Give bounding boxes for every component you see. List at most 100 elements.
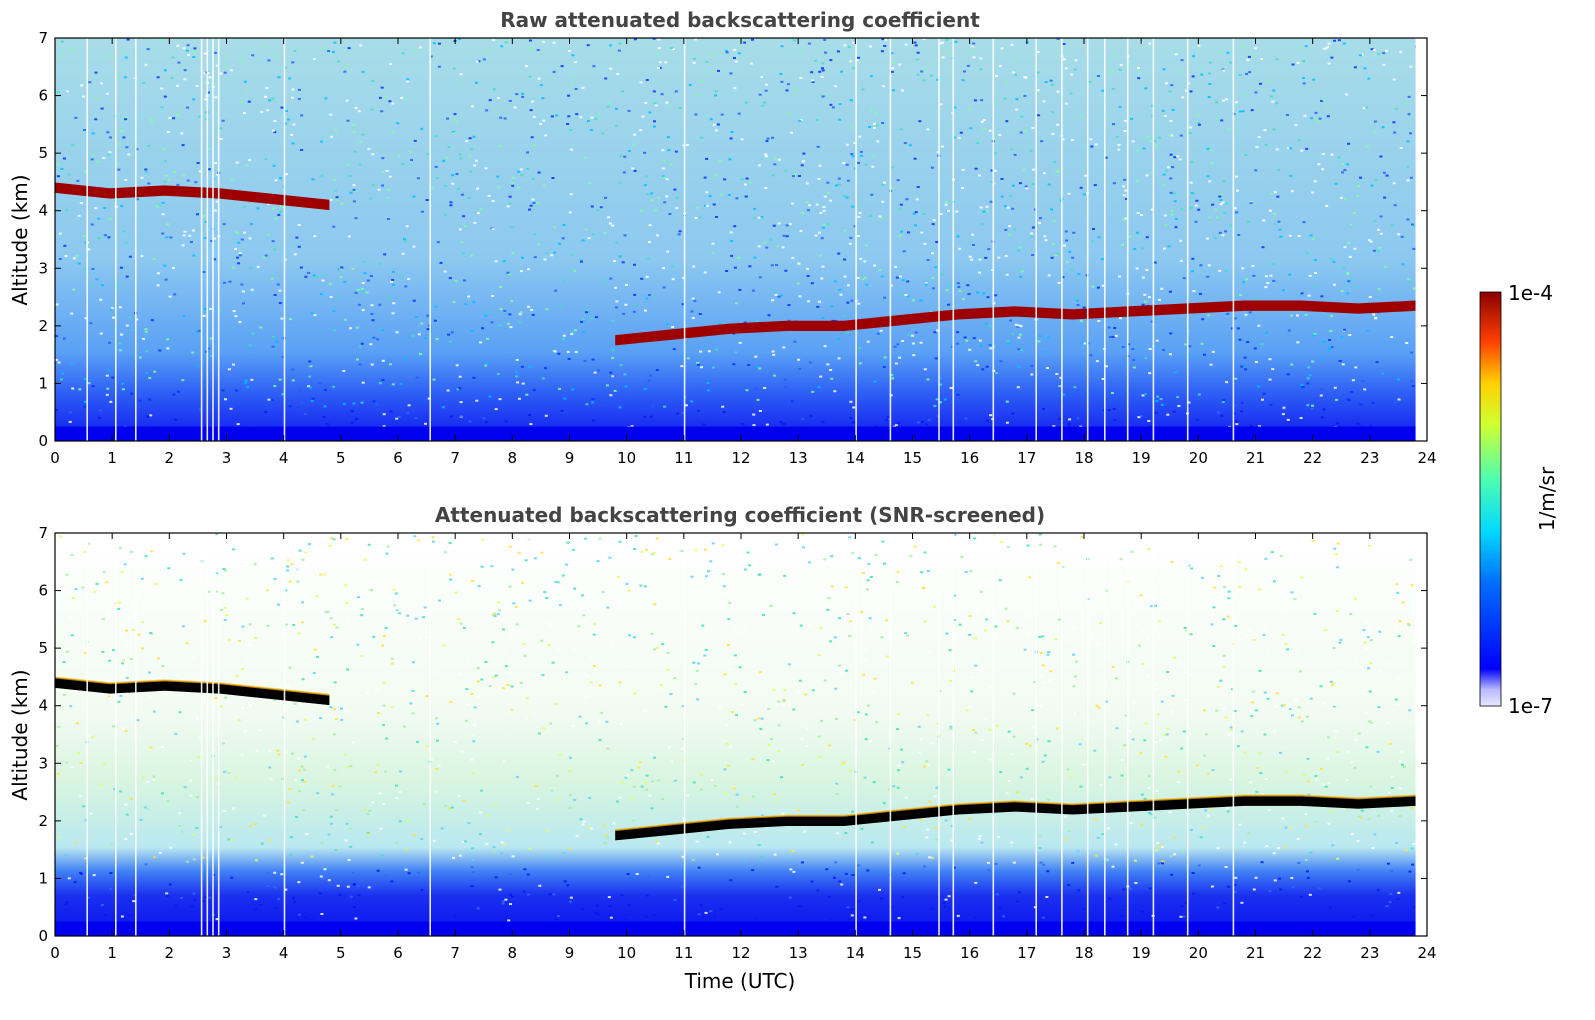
noise-speck xyxy=(328,282,332,285)
noise-speck xyxy=(398,820,402,823)
noise-speck xyxy=(1006,340,1010,343)
noise-speck xyxy=(643,585,647,588)
noise-speck xyxy=(986,296,990,299)
noise-speck xyxy=(459,157,463,160)
noise-speck xyxy=(1306,876,1310,879)
noise-speck xyxy=(172,117,176,120)
noise-speck xyxy=(697,662,701,665)
noise-speck xyxy=(826,363,830,366)
noise-speck xyxy=(1263,129,1267,132)
noise-speck xyxy=(897,421,900,424)
noise-speck xyxy=(506,684,510,686)
noise-speck xyxy=(1082,306,1086,309)
noise-speck xyxy=(880,217,884,219)
noise-speck xyxy=(552,893,556,896)
noise-speck xyxy=(620,894,624,897)
noise-speck xyxy=(346,668,350,671)
noise-speck xyxy=(686,592,689,595)
y-tick-label: 1 xyxy=(38,374,48,392)
noise-speck xyxy=(411,335,415,337)
noise-speck xyxy=(1161,862,1164,865)
noise-speck xyxy=(403,568,407,571)
noise-speck xyxy=(333,41,337,44)
noise-speck xyxy=(1250,109,1254,112)
noise-speck xyxy=(521,382,525,385)
noise-speck xyxy=(723,768,727,771)
noise-speck xyxy=(152,775,156,778)
noise-speck xyxy=(930,742,934,745)
noise-speck xyxy=(684,404,688,407)
noise-speck xyxy=(88,81,92,84)
noise-speck xyxy=(436,722,440,725)
noise-speck xyxy=(606,606,610,609)
noise-speck xyxy=(108,659,112,662)
noise-speck xyxy=(284,589,288,592)
noise-speck xyxy=(645,297,649,300)
noise-speck xyxy=(1024,185,1028,188)
noise-speck xyxy=(502,260,506,263)
noise-speck xyxy=(425,199,429,201)
noise-speck xyxy=(838,288,842,291)
noise-speck xyxy=(806,267,809,270)
noise-speck xyxy=(395,417,399,420)
noise-speck xyxy=(1222,180,1226,183)
noise-speck xyxy=(1185,629,1189,632)
noise-speck xyxy=(454,915,457,918)
noise-speck xyxy=(737,112,741,115)
noise-speck xyxy=(1019,776,1023,779)
noise-speck xyxy=(312,274,316,277)
noise-speck xyxy=(1256,385,1260,388)
noise-speck xyxy=(610,642,614,645)
noise-speck xyxy=(163,95,167,98)
noise-speck xyxy=(158,349,162,352)
noise-speck xyxy=(1187,401,1191,404)
noise-speck xyxy=(81,95,85,98)
noise-speck xyxy=(869,109,873,112)
noise-speck xyxy=(828,296,831,299)
noise-speck xyxy=(711,242,715,245)
noise-speck xyxy=(811,81,815,83)
noise-speck xyxy=(345,99,349,102)
noise-speck xyxy=(62,157,66,160)
noise-speck xyxy=(511,184,515,187)
noise-speck xyxy=(1287,329,1291,332)
noise-speck xyxy=(144,63,148,66)
noise-speck xyxy=(1039,543,1043,546)
noise-speck xyxy=(355,418,358,420)
noise-speck xyxy=(55,303,59,306)
noise-speck xyxy=(477,212,480,215)
noise-speck xyxy=(545,252,549,255)
noise-speck xyxy=(590,317,594,320)
noise-speck xyxy=(278,378,282,381)
noise-speck xyxy=(515,93,519,96)
noise-speck xyxy=(915,853,919,855)
noise-speck xyxy=(1196,122,1200,125)
noise-speck xyxy=(1383,196,1387,199)
noise-speck xyxy=(568,211,572,214)
noise-speck xyxy=(1344,197,1348,200)
noise-speck xyxy=(1222,654,1226,657)
noise-speck xyxy=(579,116,583,119)
noise-speck xyxy=(457,618,461,621)
noise-speck xyxy=(1236,745,1240,748)
noise-speck xyxy=(439,261,443,264)
noise-speck xyxy=(815,119,819,122)
noise-speck xyxy=(1408,870,1412,873)
noise-speck xyxy=(845,669,849,672)
noise-speck xyxy=(1029,149,1033,152)
noise-speck xyxy=(271,240,275,243)
noise-speck xyxy=(307,271,311,274)
noise-speck xyxy=(305,833,309,836)
noise-speck xyxy=(515,375,519,378)
noise-speck xyxy=(335,198,339,201)
noise-speck xyxy=(1218,195,1222,198)
noise-speck xyxy=(332,538,336,541)
noise-speck xyxy=(864,244,868,247)
noise-speck xyxy=(356,643,360,646)
noise-speck xyxy=(297,97,301,100)
noise-speck xyxy=(87,735,91,738)
noise-speck xyxy=(297,224,301,226)
noise-speck xyxy=(492,846,496,848)
noise-speck xyxy=(281,355,285,358)
noise-speck xyxy=(340,718,344,721)
